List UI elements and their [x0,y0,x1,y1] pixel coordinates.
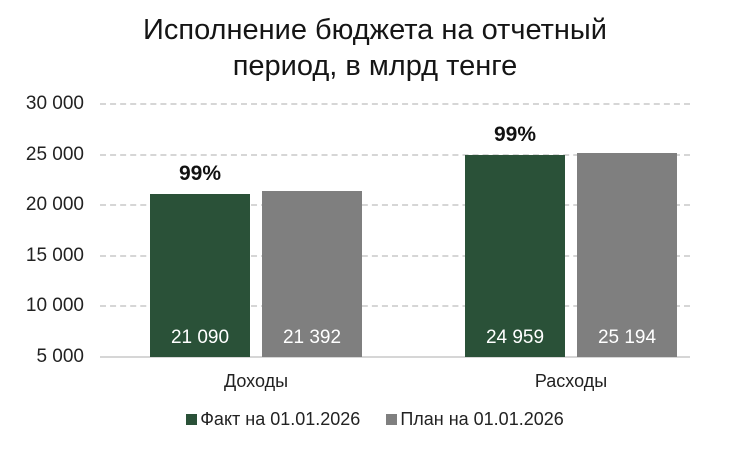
legend-label: Факт на 01.01.2026 [200,409,361,429]
y-tick-label: 15 000 [25,244,84,266]
gridline [100,305,690,308]
gridline [100,254,690,257]
chart-title: Исполнение бюджета на отчетный период, в… [0,12,750,84]
bar-fact-0: 21 090 [150,194,250,357]
bar-plan-1: 25 194 [577,152,677,357]
y-tick-label: 10 000 [25,295,84,317]
gridline [100,204,690,207]
legend-item-fact: Факт на 01.01.2026 [186,409,360,430]
legend: Факт на 01.01.2026 План на 01.01.2026 [0,409,750,430]
legend-item-plan: План на 01.01.2026 [386,409,564,430]
x-axis-baseline [100,356,690,358]
execution-percent-label: 99% [493,123,537,146]
bar-fact-1: 24 959 [465,155,565,357]
bar-value-label: 21 392 [282,326,342,348]
y-tick-label: 30 000 [25,93,84,114]
bar-value-label: 24 959 [485,326,545,348]
chart-title-line-1: Исполнение бюджета на отчетный [143,14,607,46]
chart-title-line-2: период, в млрд тенге [232,50,518,82]
bar-value-label: 21 090 [170,326,230,348]
y-tick-label: 25 000 [25,143,84,165]
y-tick-label: 20 000 [25,194,84,216]
legend-label: План на 01.01.2026 [400,409,564,429]
x-category-label: Доходы [223,371,289,391]
x-category-label: Расходы [534,371,608,391]
gridline [100,103,690,105]
bar-plan-0: 21 392 [262,191,362,357]
bar-value-label: 25 194 [597,326,657,348]
y-tick-label: 5 000 [36,346,84,367]
legend-swatch-icon [386,414,398,425]
execution-percent-label: 99% [178,162,222,186]
gridline [100,153,690,156]
legend-swatch-icon [186,414,198,425]
